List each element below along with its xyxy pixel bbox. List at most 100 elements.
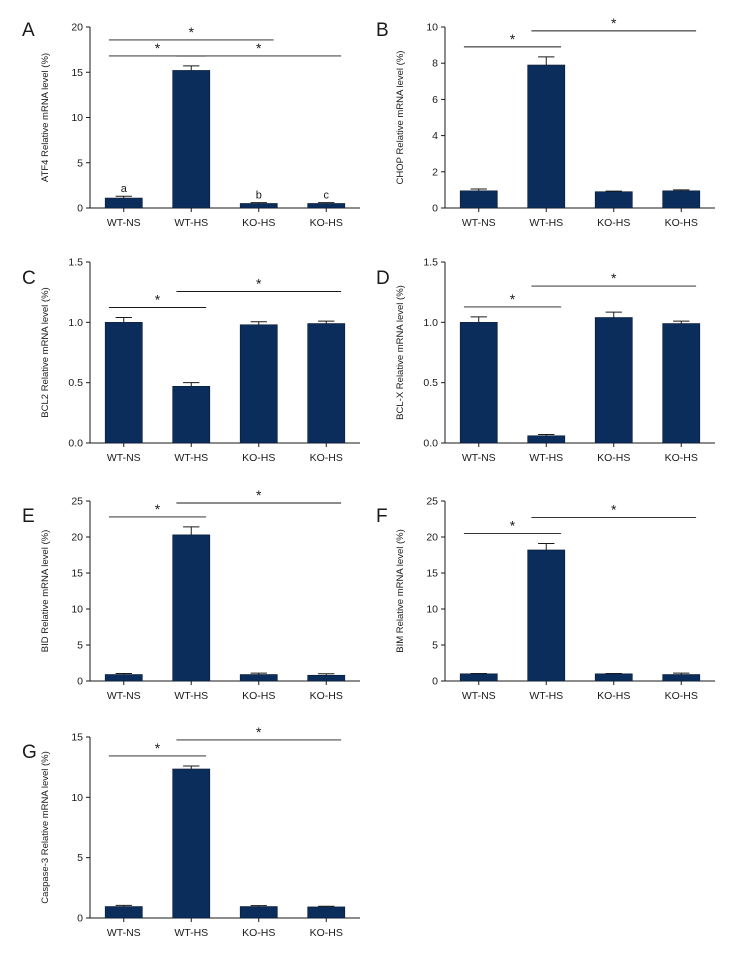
bar-1 xyxy=(104,674,143,682)
chart-panel-g: G 0 5 10 15 Caspase-3 Relative mRNA level (%)… xyxy=(22,724,360,939)
bar-1 xyxy=(459,673,498,682)
y-tick-label: 0.5 xyxy=(68,377,83,389)
y-tick-label: 15 xyxy=(426,568,438,580)
y-tick-label: 10 xyxy=(71,604,83,616)
chart-panel-a: A 0 5 10 15 20 ATF4 Relative mRNA level (%) WT-… xyxy=(22,20,360,229)
y-tick-label: 2 xyxy=(432,166,438,178)
chart-panel-f: F 0 5 10 15 20 25 BIM Relative mRNA level (%) WT… xyxy=(376,496,715,702)
chart-panel-e: E 0 5 10 15 20 25 BID Relative mRNA level (%) WT… xyxy=(22,487,360,702)
x-tick-label: KO-HS xyxy=(597,217,630,229)
x-tick-label: KO-HS xyxy=(310,217,343,229)
y-tick-label: 8 xyxy=(432,58,438,70)
significance-star: * xyxy=(510,291,516,307)
y-axis-label: BCL2 Relative mRNA level (%) xyxy=(40,287,51,417)
y-tick-label: 5 xyxy=(432,640,438,652)
y-tick-label: 5 xyxy=(77,852,83,864)
x-tick-label: WT-NS xyxy=(462,690,496,702)
y-tick-label: 0 xyxy=(432,676,438,688)
significance-star: * xyxy=(256,724,262,740)
bar-4 xyxy=(662,674,701,682)
bar-annotation: c xyxy=(324,190,330,202)
y-tick-label: 20 xyxy=(71,22,83,34)
x-tick-label: WT-HS xyxy=(529,452,563,464)
bar-3 xyxy=(239,324,278,444)
bar-annotation: a xyxy=(121,183,128,195)
bar-1 xyxy=(459,322,498,444)
x-tick-label: WT-NS xyxy=(107,452,141,464)
bar-1 xyxy=(459,190,498,209)
y-tick-label: 0.5 xyxy=(423,377,438,389)
significance-star: * xyxy=(256,276,262,292)
y-tick-label: 1.0 xyxy=(68,317,83,329)
bar-2 xyxy=(172,385,211,444)
x-tick-label: KO-HS xyxy=(242,452,275,464)
y-tick-label: 25 xyxy=(426,496,438,508)
bar-2 xyxy=(527,435,566,444)
bar-3 xyxy=(594,673,633,682)
panel-letter: G xyxy=(22,742,37,763)
bar-annotation: b xyxy=(256,190,262,202)
y-tick-label: 10 xyxy=(426,22,438,34)
bar-3 xyxy=(239,203,278,209)
y-tick-label: 20 xyxy=(71,532,83,544)
y-axis-label: BCL-X Relative mRNA level (%) xyxy=(395,285,406,420)
bar-4 xyxy=(307,674,346,682)
y-tick-label: 0.0 xyxy=(68,438,83,450)
x-tick-label: KO-HS xyxy=(242,217,275,229)
significance-star: * xyxy=(155,740,161,756)
x-tick-label: WT-NS xyxy=(462,452,496,464)
x-tick-label: WT-HS xyxy=(174,217,208,229)
x-tick-label: WT-HS xyxy=(174,452,208,464)
y-tick-label: 15 xyxy=(71,67,83,79)
y-tick-label: 20 xyxy=(426,532,438,544)
significance-star: * xyxy=(155,292,161,308)
x-tick-label: KO-HS xyxy=(242,927,275,939)
y-tick-label: 15 xyxy=(71,732,83,744)
y-tick-label: 25 xyxy=(71,496,83,508)
bar-4 xyxy=(662,190,701,209)
chart-panel-b: B 0 2 4 6 8 10 CHOP Relative mRNA level (%) WT-N… xyxy=(376,15,715,229)
x-tick-label: WT-NS xyxy=(107,927,141,939)
x-tick-label: KO-HS xyxy=(597,452,630,464)
y-tick-label: 0 xyxy=(77,913,83,925)
bar-2 xyxy=(527,549,566,682)
bar-3 xyxy=(239,674,278,682)
significance-star: * xyxy=(189,24,195,40)
bar-2 xyxy=(172,534,211,682)
x-tick-label: WT-NS xyxy=(462,217,496,229)
bar-1 xyxy=(104,906,143,919)
y-tick-label: 5 xyxy=(77,640,83,652)
x-tick-label: WT-HS xyxy=(174,927,208,939)
panel-letter: D xyxy=(376,268,390,289)
chart-panel-d: D 0.0 0.5 1.0 1.5 BCL-X Relative mRNA level (… xyxy=(376,257,715,464)
panel-letter: F xyxy=(376,506,388,527)
bar-4 xyxy=(307,906,346,919)
chart-panel-c: C 0.0 0.5 1.0 1.5 BCL2 Relative mRNA level (%… xyxy=(22,257,360,464)
bar-4 xyxy=(307,203,346,209)
panel-letter: E xyxy=(22,506,35,527)
y-tick-label: 1.5 xyxy=(68,257,83,269)
x-tick-label: KO-HS xyxy=(597,690,630,702)
bar-2 xyxy=(172,70,211,209)
x-tick-label: WT-HS xyxy=(529,217,563,229)
y-tick-label: 0 xyxy=(432,203,438,215)
significance-star: * xyxy=(510,31,516,47)
significance-star: * xyxy=(155,40,161,56)
bar-1 xyxy=(104,197,143,209)
panel-letter: B xyxy=(376,20,389,41)
x-tick-label: KO-HS xyxy=(242,690,275,702)
significance-star: * xyxy=(611,501,617,517)
y-axis-label: Caspase-3 Relative mRNA level (%) xyxy=(40,751,51,904)
y-tick-label: 5 xyxy=(77,157,83,169)
x-tick-label: KO-HS xyxy=(310,927,343,939)
y-tick-label: 10 xyxy=(426,604,438,616)
y-axis-label: BIM Relative mRNA level (%) xyxy=(395,529,406,653)
y-tick-label: 10 xyxy=(71,792,83,804)
bar-3 xyxy=(594,317,633,444)
x-tick-label: WT-HS xyxy=(174,690,208,702)
bar-3 xyxy=(239,906,278,919)
y-tick-label: 0 xyxy=(77,676,83,688)
bar-2 xyxy=(527,64,566,209)
x-tick-label: WT-NS xyxy=(107,690,141,702)
